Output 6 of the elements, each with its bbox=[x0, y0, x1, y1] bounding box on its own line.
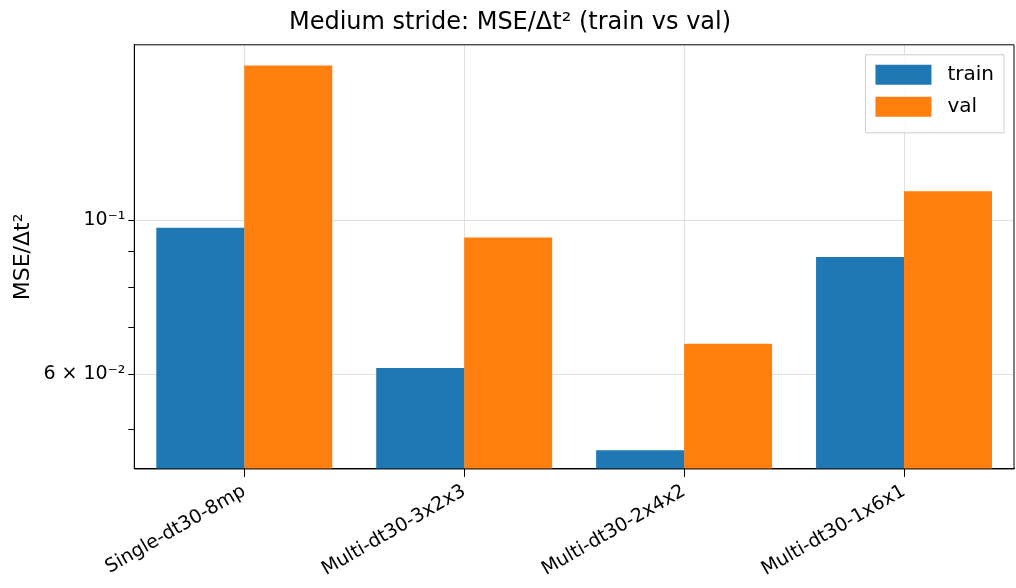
y-tick-label: 10⁻¹ bbox=[83, 206, 126, 229]
y-axis-title: MSE/Δt² bbox=[8, 213, 34, 301]
legend-label: val bbox=[947, 93, 978, 117]
legend-label: train bbox=[947, 61, 995, 85]
chart-title: Medium stride: MSE/Δt² (train vs val) bbox=[288, 6, 732, 35]
y-tick-label: 6 × 10⁻² bbox=[43, 361, 126, 384]
